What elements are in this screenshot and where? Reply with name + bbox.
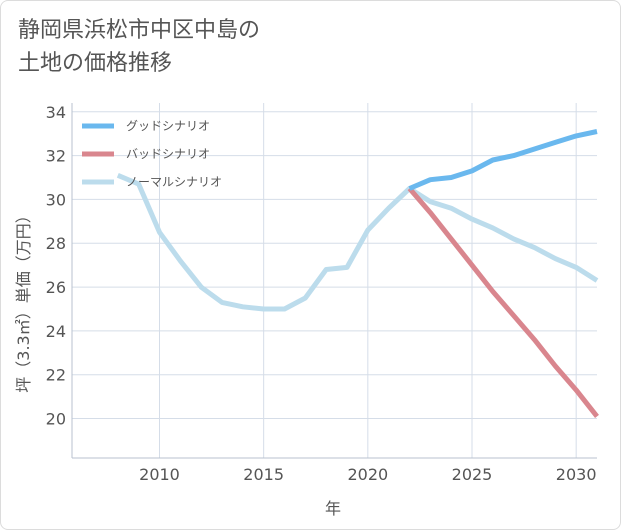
series-line-normal — [116, 172, 599, 312]
y-tick-label: 24 — [46, 322, 66, 341]
x-tick-label: 2015 — [243, 465, 284, 484]
x-tick-label: 2020 — [347, 465, 388, 484]
x-tick-label: 2010 — [139, 465, 180, 484]
y-tick-label: 34 — [46, 103, 66, 122]
grid — [72, 103, 597, 458]
y-tick-label: 32 — [46, 147, 66, 166]
y-axis-label: 坪（3.3㎡）単価（万円） — [14, 207, 33, 392]
y-tick-label: 30 — [46, 190, 66, 209]
x-axis-label: 年 — [325, 499, 341, 518]
x-axis-ticks: 2010 2015 2020 2025 2030 — [139, 465, 596, 484]
x-tick-label: 2030 — [556, 465, 597, 484]
y-tick-label: 28 — [46, 234, 66, 253]
legend-label-normal: ノーマルシナリオ — [126, 175, 222, 189]
chart-title-line1: 静岡県浜松市中区中島の — [18, 18, 261, 43]
chart-title-line2: 土地の価格推移 — [18, 51, 173, 76]
series-line-bad — [407, 186, 599, 418]
x-tick-label: 2025 — [452, 465, 493, 484]
plot-frame — [71, 103, 597, 459]
y-tick-label: 26 — [46, 278, 66, 297]
legend-label-good: グッドシナリオ — [126, 119, 210, 133]
y-tick-label: 20 — [46, 410, 66, 429]
series-lines — [116, 129, 599, 418]
legend-label-bad: バッドシナリオ — [126, 147, 210, 161]
y-axis-ticks: 20 22 24 26 28 30 32 34 — [46, 103, 66, 429]
series-line-good — [408, 129, 598, 191]
chart-title: 静岡県浜松市中区中島の 土地の価格推移 — [18, 14, 260, 80]
y-tick-label: 22 — [46, 366, 66, 385]
